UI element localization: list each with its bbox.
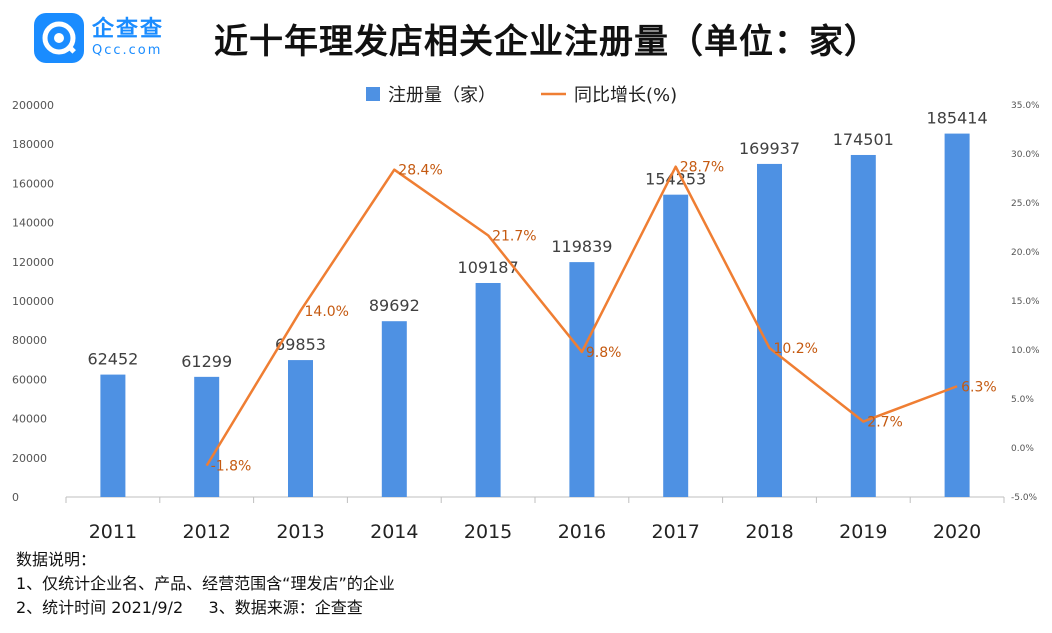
left-axis-tick-label: 180000	[12, 138, 54, 151]
x-axis-tick-label: 2011	[89, 521, 137, 543]
left-axis-tick-label: 140000	[12, 217, 54, 230]
x-axis-tick-label: 2017	[652, 521, 700, 543]
bar-value-label: 89692	[369, 296, 420, 315]
growth-value-label: 9.8%	[586, 345, 622, 361]
bar	[100, 374, 126, 497]
left-axis-tick-label: 160000	[12, 177, 54, 190]
logo-name: 企查查	[92, 17, 165, 42]
left-axis-tick-label: 40000	[12, 413, 47, 426]
logo-domain: Qcc.com	[92, 43, 163, 58]
qcc-logo: 企查查 Qcc.com	[34, 13, 164, 63]
growth-line	[205, 165, 958, 467]
right-axis-tick-label: 5.0%	[1011, 395, 1034, 405]
x-axis-tick-label: 2019	[839, 521, 887, 543]
growth-value-label: 14.0%	[305, 304, 349, 320]
bar	[569, 262, 595, 497]
growth-value-label: 10.2%	[774, 341, 818, 357]
right-axis-tick-label: 25.0%	[1011, 199, 1040, 209]
x-axis-tick-label: 2018	[745, 521, 793, 543]
x-axis-tick-label: 2016	[558, 521, 606, 543]
x-axis-tick-label: 2014	[370, 521, 418, 543]
growth-value-label: -1.8%	[211, 459, 252, 475]
bar	[194, 376, 220, 497]
left-axis-tick-label: 80000	[12, 334, 47, 347]
bar-value-label: 119839	[551, 237, 612, 256]
bar	[663, 194, 689, 497]
bar-value-label: 61299	[181, 352, 232, 371]
bar	[850, 154, 876, 498]
left-axis-tick-label: 20000	[12, 452, 47, 465]
right-axis-tick-label: 10.0%	[1011, 346, 1040, 356]
right-axis-tick-label: 30.0%	[1011, 150, 1040, 160]
x-axis-tick-label: 2013	[276, 521, 324, 543]
legend-label-registrations: 注册量（家）	[388, 85, 496, 106]
bar-value-label: 185414	[927, 109, 988, 128]
legend-swatch-registrations	[366, 87, 380, 101]
x-axis-tick-label: 2012	[183, 521, 231, 543]
bar-value-label: 174501	[833, 130, 894, 149]
bar	[288, 360, 313, 497]
growth-value-label: 21.7%	[492, 228, 536, 244]
right-axis-tick-label: 35.0%	[1011, 101, 1040, 111]
left-axis-tick-label: 200000	[12, 99, 54, 112]
x-axis-tick-label: 2015	[464, 521, 512, 543]
notes-heading: 数据说明：	[16, 550, 97, 569]
left-axis-tick-label: 100000	[12, 295, 54, 308]
growth-value-label: 28.7%	[680, 160, 724, 176]
right-axis-tick-label: 20.0%	[1011, 248, 1040, 258]
bar-value-label: 154253	[645, 170, 706, 189]
data-notes: 数据说明： 1、仅统计企业名、产品、经营范围含“理发店”的企业 2、统计时间 2…	[16, 548, 395, 620]
header: 企查查 Qcc.com 近十年理发店相关企业注册量（单位：家）	[0, 0, 1052, 80]
notes-line-2: 2、统计时间 2021/9/2 3、数据来源：企查查	[16, 598, 363, 617]
left-axis-tick-label: 60000	[12, 373, 47, 386]
bar-value-label: 109187	[458, 258, 519, 277]
bar	[381, 321, 407, 497]
bar-value-label: 169937	[739, 139, 800, 158]
notes-line-1: 1、仅统计企业名、产品、经营范围含“理发店”的企业	[16, 574, 395, 593]
growth-value-label: 2.7%	[867, 415, 903, 431]
left-axis-tick-label: 0	[12, 491, 19, 504]
bar	[944, 133, 970, 497]
right-axis-tick-label: 15.0%	[1011, 297, 1040, 307]
bar-value-label: 69853	[275, 335, 326, 354]
legend-label-growth: 同比增长(%)	[574, 85, 677, 106]
left-axis-tick-label: 120000	[12, 256, 54, 269]
bar	[475, 282, 501, 497]
qcc-logo-icon	[34, 13, 84, 63]
growth-value-label: 6.3%	[961, 379, 997, 395]
growth-value-label: 28.4%	[398, 163, 442, 179]
chart-title: 近十年理发店相关企业注册量（单位：家）	[214, 22, 879, 62]
right-axis-tick-label: -5.0%	[1011, 493, 1038, 503]
bar-value-label: 62452	[87, 350, 138, 369]
right-axis-tick-label: 0.0%	[1011, 444, 1034, 454]
x-axis-tick-label: 2020	[933, 521, 981, 543]
